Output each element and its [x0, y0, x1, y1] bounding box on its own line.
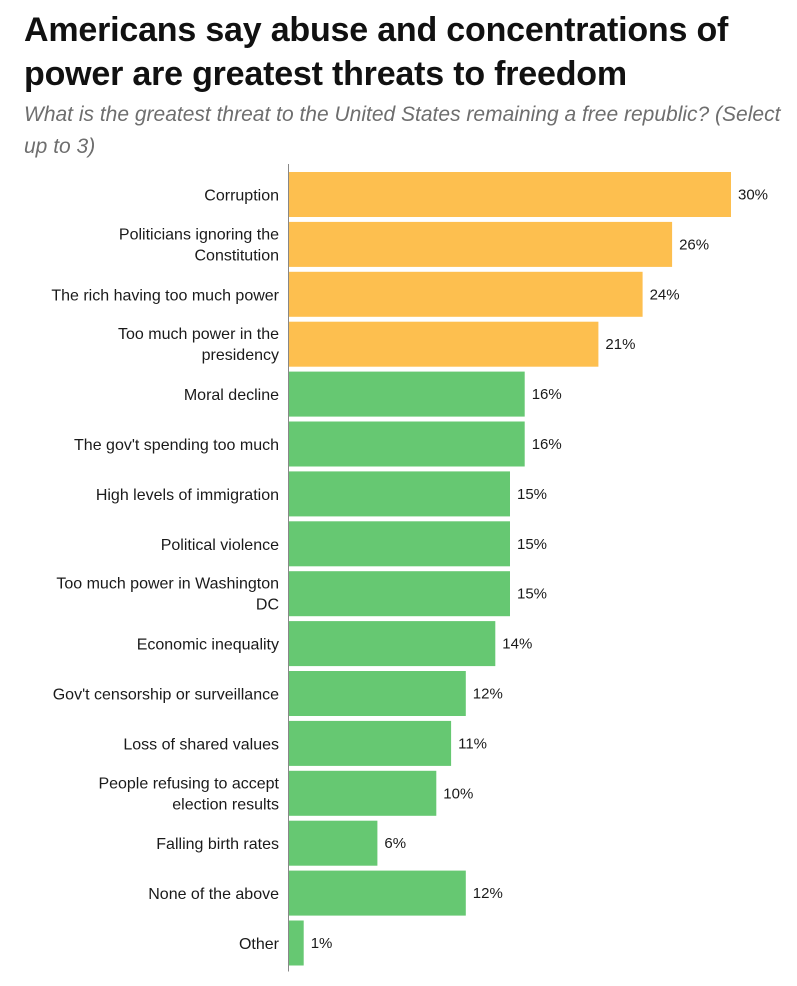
bar: [289, 870, 466, 916]
bar: [289, 271, 643, 317]
value-label: 12%: [473, 686, 503, 703]
category-label: Other: [239, 936, 280, 953]
value-label: 15%: [517, 586, 547, 603]
bar: [289, 770, 437, 816]
category-label: Political violence: [161, 537, 279, 554]
bar: [289, 371, 525, 417]
bar: [289, 720, 452, 766]
category-label: Loss of shared values: [123, 736, 279, 753]
bar: [289, 920, 304, 966]
value-label: 10%: [443, 785, 473, 802]
bar: [289, 321, 599, 367]
bar: [289, 671, 466, 716]
bar: [289, 221, 673, 267]
chart-subtitle: What is the greatest threat to the Unite…: [24, 103, 781, 158]
value-label: 30%: [738, 187, 768, 204]
category-label: Corruption: [204, 188, 279, 205]
category-label: Too much power in Washington: [56, 576, 279, 593]
category-label: Politicians ignoring the: [119, 226, 279, 243]
bar: [289, 820, 378, 866]
category-label: election results: [172, 796, 279, 813]
category-label: Falling birth rates: [156, 836, 279, 853]
category-label: The rich having too much power: [51, 287, 279, 304]
bar: [289, 172, 731, 217]
category-label: Constitution: [195, 247, 280, 264]
value-label: 12%: [473, 885, 503, 902]
category-label: presidency: [202, 347, 279, 364]
value-label: 6%: [384, 835, 406, 852]
bar: [289, 571, 510, 617]
category-label: None of the above: [148, 886, 279, 903]
value-label: 15%: [517, 486, 547, 503]
value-label: 21%: [605, 336, 635, 353]
bar: [289, 421, 525, 467]
value-label: 11%: [458, 735, 487, 752]
value-label: 14%: [502, 636, 532, 653]
value-label: 26%: [679, 236, 709, 253]
category-label: Gov't censorship or surveillance: [53, 687, 279, 704]
category-label: Economic inequality: [137, 637, 279, 654]
value-label: 15%: [517, 536, 547, 553]
chart-title: Americans say abuse and concentrations o…: [24, 11, 729, 93]
bar: [289, 521, 510, 567]
value-label: 16%: [532, 386, 562, 403]
bar: [289, 471, 510, 517]
category-label: The gov't spending too much: [74, 437, 279, 454]
category-label: High levels of immigration: [96, 487, 279, 504]
bar: [289, 621, 496, 667]
category-label: Moral decline: [184, 387, 279, 404]
category-label: DC: [256, 597, 279, 614]
value-label: 24%: [650, 286, 680, 303]
category-label: Too much power in the: [118, 326, 279, 343]
category-label: People refusing to accept: [98, 775, 279, 792]
value-label: 16%: [532, 436, 562, 453]
value-label: 1%: [311, 935, 333, 952]
